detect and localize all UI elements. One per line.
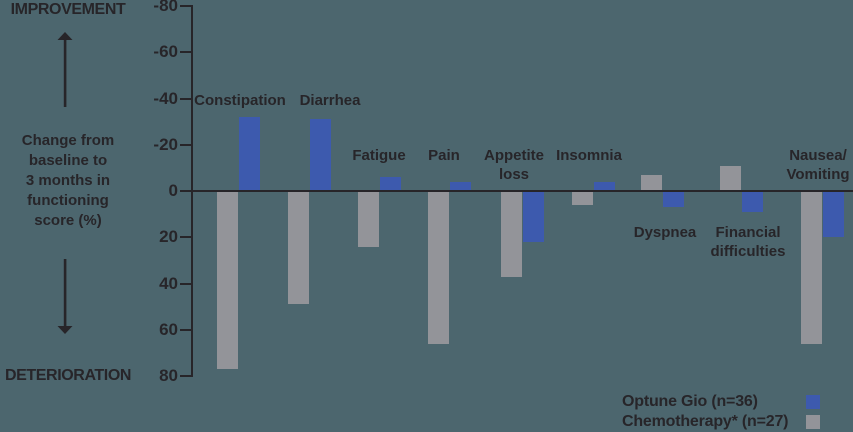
y-tick-mark [180, 51, 192, 54]
axis-description-line: 3 months in [25, 172, 111, 189]
bar-chemotherapy-pain [428, 191, 449, 344]
bar-optune-gio-dyspnea [663, 191, 684, 207]
improvement-label: IMPROVEMENT [10, 1, 126, 18]
axis-description-line: Change from [21, 132, 115, 149]
bar-optune-gio-nausea-vomiting [823, 191, 844, 237]
legend-label-optune: Optune Gio (n=36) [622, 393, 758, 410]
bar-chemotherapy-fatigue [358, 191, 379, 247]
y-tick-mark [180, 5, 192, 7]
bar-chemotherapy-diarrhea [288, 191, 309, 304]
legend: Optune Gio (n=36) Chemotherapy* (n=27) [622, 392, 820, 432]
bar-optune-gio-appetite-loss [523, 191, 544, 242]
y-tick-label: -80 [153, 0, 178, 15]
bar-chemotherapy-insomnia [572, 191, 593, 205]
deterioration-label: DETERIORATION [4, 367, 132, 384]
y-tick-label: 60 [159, 319, 178, 339]
category-label-financial-difficulties: Financial difficulties [710, 224, 786, 260]
zero-baseline [191, 190, 853, 192]
y-tick-mark [180, 143, 192, 146]
y-tick-label: -40 [153, 88, 178, 108]
bar-chemotherapy-constipation [217, 191, 238, 369]
legend-row-chemotherapy: Chemotherapy* (n=27) [622, 412, 820, 432]
bar-chemotherapy-nausea-vomiting [801, 191, 822, 344]
legend-swatch-optune-icon [806, 395, 820, 409]
y-tick-label: 0 [168, 181, 178, 200]
bar-optune-gio-fatigue [380, 177, 401, 191]
y-tick-label: -20 [153, 134, 178, 154]
category-label-insomnia: Insomnia [556, 147, 622, 164]
down-arrow-icon [57, 259, 73, 334]
y-tick-mark [180, 97, 192, 100]
bar-optune-gio-financial-difficulties [742, 191, 763, 212]
axis-description-line: functioning [27, 192, 109, 209]
y-tick-mark [180, 236, 192, 239]
bar-chemotherapy-financial-difficulties [720, 166, 741, 191]
y-tick-label: 40 [159, 273, 178, 293]
bar-chemotherapy-appetite-loss [501, 191, 522, 277]
axis-description: Change from baseline to 3 months in func… [0, 131, 136, 231]
bar-optune-gio-diarrhea [310, 119, 331, 191]
y-tick-mark [180, 190, 192, 192]
category-label-fatigue: Fatigue [352, 147, 406, 164]
up-arrow-icon [57, 32, 73, 107]
legend-swatch-chemotherapy-icon [806, 415, 820, 429]
axis-description-line: score (%) [34, 212, 102, 229]
y-tick-label: 80 [159, 366, 178, 385]
category-label-constipation: Constipation [194, 92, 286, 109]
axis-description-line: baseline to [28, 152, 108, 169]
y-tick-mark [180, 328, 192, 331]
bar-chemotherapy-dyspnea [641, 175, 662, 191]
y-tick-mark [180, 375, 192, 377]
category-label-dyspnea: Dyspnea [633, 224, 697, 241]
category-label-diarrhea: Diarrhea [299, 92, 361, 109]
y-tick-mark [180, 282, 192, 285]
bar-optune-gio-insomnia [594, 182, 615, 191]
bar-optune-gio-pain [450, 182, 471, 191]
category-label-pain: Pain [428, 147, 460, 164]
y-tick-label: 20 [159, 227, 178, 247]
legend-label-chemotherapy: Chemotherapy* (n=27) [622, 413, 789, 430]
category-label-nausea-vomiting: Nausea/ Vomiting [786, 147, 850, 183]
bar-optune-gio-constipation [239, 117, 260, 191]
category-label-appetite-loss: Appetite loss [484, 147, 544, 183]
y-tick-label: -60 [153, 42, 178, 62]
legend-row-optune: Optune Gio (n=36) [622, 392, 820, 412]
